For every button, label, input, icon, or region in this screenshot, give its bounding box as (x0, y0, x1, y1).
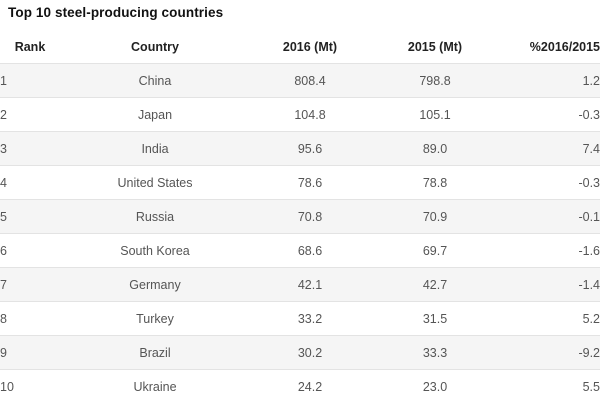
cell-country: China (60, 63, 250, 98)
cell-change: 1.2 (500, 63, 600, 98)
cell-2015: 31.5 (370, 301, 500, 336)
cell-2016: 808.4 (250, 63, 370, 98)
cell-2016: 33.2 (250, 301, 370, 336)
cell-change: -1.4 (500, 267, 600, 302)
cell-2015: 33.3 (370, 335, 500, 370)
cell-rank: 3 (0, 131, 60, 166)
cell-country: Russia (60, 199, 250, 234)
table-row: 2 Japan 104.8 105.1 -0.3 (0, 97, 600, 132)
cell-2016: 78.6 (250, 165, 370, 200)
cell-2015: 798.8 (370, 63, 500, 98)
header-country: Country (60, 30, 250, 64)
cell-rank: 9 (0, 335, 60, 370)
cell-2016: 30.2 (250, 335, 370, 370)
cell-2016: 70.8 (250, 199, 370, 234)
cell-rank: 1 (0, 63, 60, 98)
table-row: 1 China 808.4 798.8 1.2 (0, 63, 600, 98)
steel-production-table: Rank Country 2016 (Mt) 2015 (Mt) %2016/2… (0, 30, 600, 403)
cell-rank: 10 (0, 369, 60, 403)
cell-2015: 89.0 (370, 131, 500, 166)
table-row: 7 Germany 42.1 42.7 -1.4 (0, 267, 600, 302)
header-change: %2016/2015 (500, 30, 600, 64)
cell-2015: 105.1 (370, 97, 500, 132)
cell-2016: 42.1 (250, 267, 370, 302)
header-2015: 2015 (Mt) (370, 30, 500, 64)
cell-country: Brazil (60, 335, 250, 370)
cell-change: 5.5 (500, 369, 600, 403)
cell-change: -0.1 (500, 199, 600, 234)
cell-rank: 5 (0, 199, 60, 234)
cell-rank: 7 (0, 267, 60, 302)
cell-country: Japan (60, 97, 250, 132)
header-rank: Rank (0, 30, 60, 64)
cell-2016: 68.6 (250, 233, 370, 268)
cell-rank: 2 (0, 97, 60, 132)
cell-2015: 70.9 (370, 199, 500, 234)
cell-rank: 4 (0, 165, 60, 200)
cell-country: Turkey (60, 301, 250, 336)
cell-2015: 23.0 (370, 369, 500, 403)
table-row: 8 Turkey 33.2 31.5 5.2 (0, 301, 600, 336)
cell-2015: 42.7 (370, 267, 500, 302)
cell-change: -0.3 (500, 97, 600, 132)
table-title: Top 10 steel-producing countries (8, 5, 224, 20)
cell-2016: 104.8 (250, 97, 370, 132)
header-2016: 2016 (Mt) (250, 30, 370, 64)
cell-country: United States (60, 165, 250, 200)
cell-rank: 6 (0, 233, 60, 268)
cell-country: South Korea (60, 233, 250, 268)
cell-change: 7.4 (500, 131, 600, 166)
cell-change: -0.3 (500, 165, 600, 200)
cell-change: 5.2 (500, 301, 600, 336)
table-row: 10 Ukraine 24.2 23.0 5.5 (0, 369, 600, 403)
cell-2016: 95.6 (250, 131, 370, 166)
table-row: 5 Russia 70.8 70.9 -0.1 (0, 199, 600, 234)
table-row: 9 Brazil 30.2 33.3 -9.2 (0, 335, 600, 370)
table-row: 4 United States 78.6 78.8 -0.3 (0, 165, 600, 200)
cell-change: -1.6 (500, 233, 600, 268)
cell-2015: 78.8 (370, 165, 500, 200)
table-row: 3 India 95.6 89.0 7.4 (0, 131, 600, 166)
cell-2015: 69.7 (370, 233, 500, 268)
cell-2016: 24.2 (250, 369, 370, 403)
cell-country: India (60, 131, 250, 166)
cell-change: -9.2 (500, 335, 600, 370)
table-header-row: Rank Country 2016 (Mt) 2015 (Mt) %2016/2… (0, 30, 600, 64)
cell-country: Germany (60, 267, 250, 302)
table-row: 6 South Korea 68.6 69.7 -1.6 (0, 233, 600, 268)
cell-country: Ukraine (60, 369, 250, 403)
cell-rank: 8 (0, 301, 60, 336)
